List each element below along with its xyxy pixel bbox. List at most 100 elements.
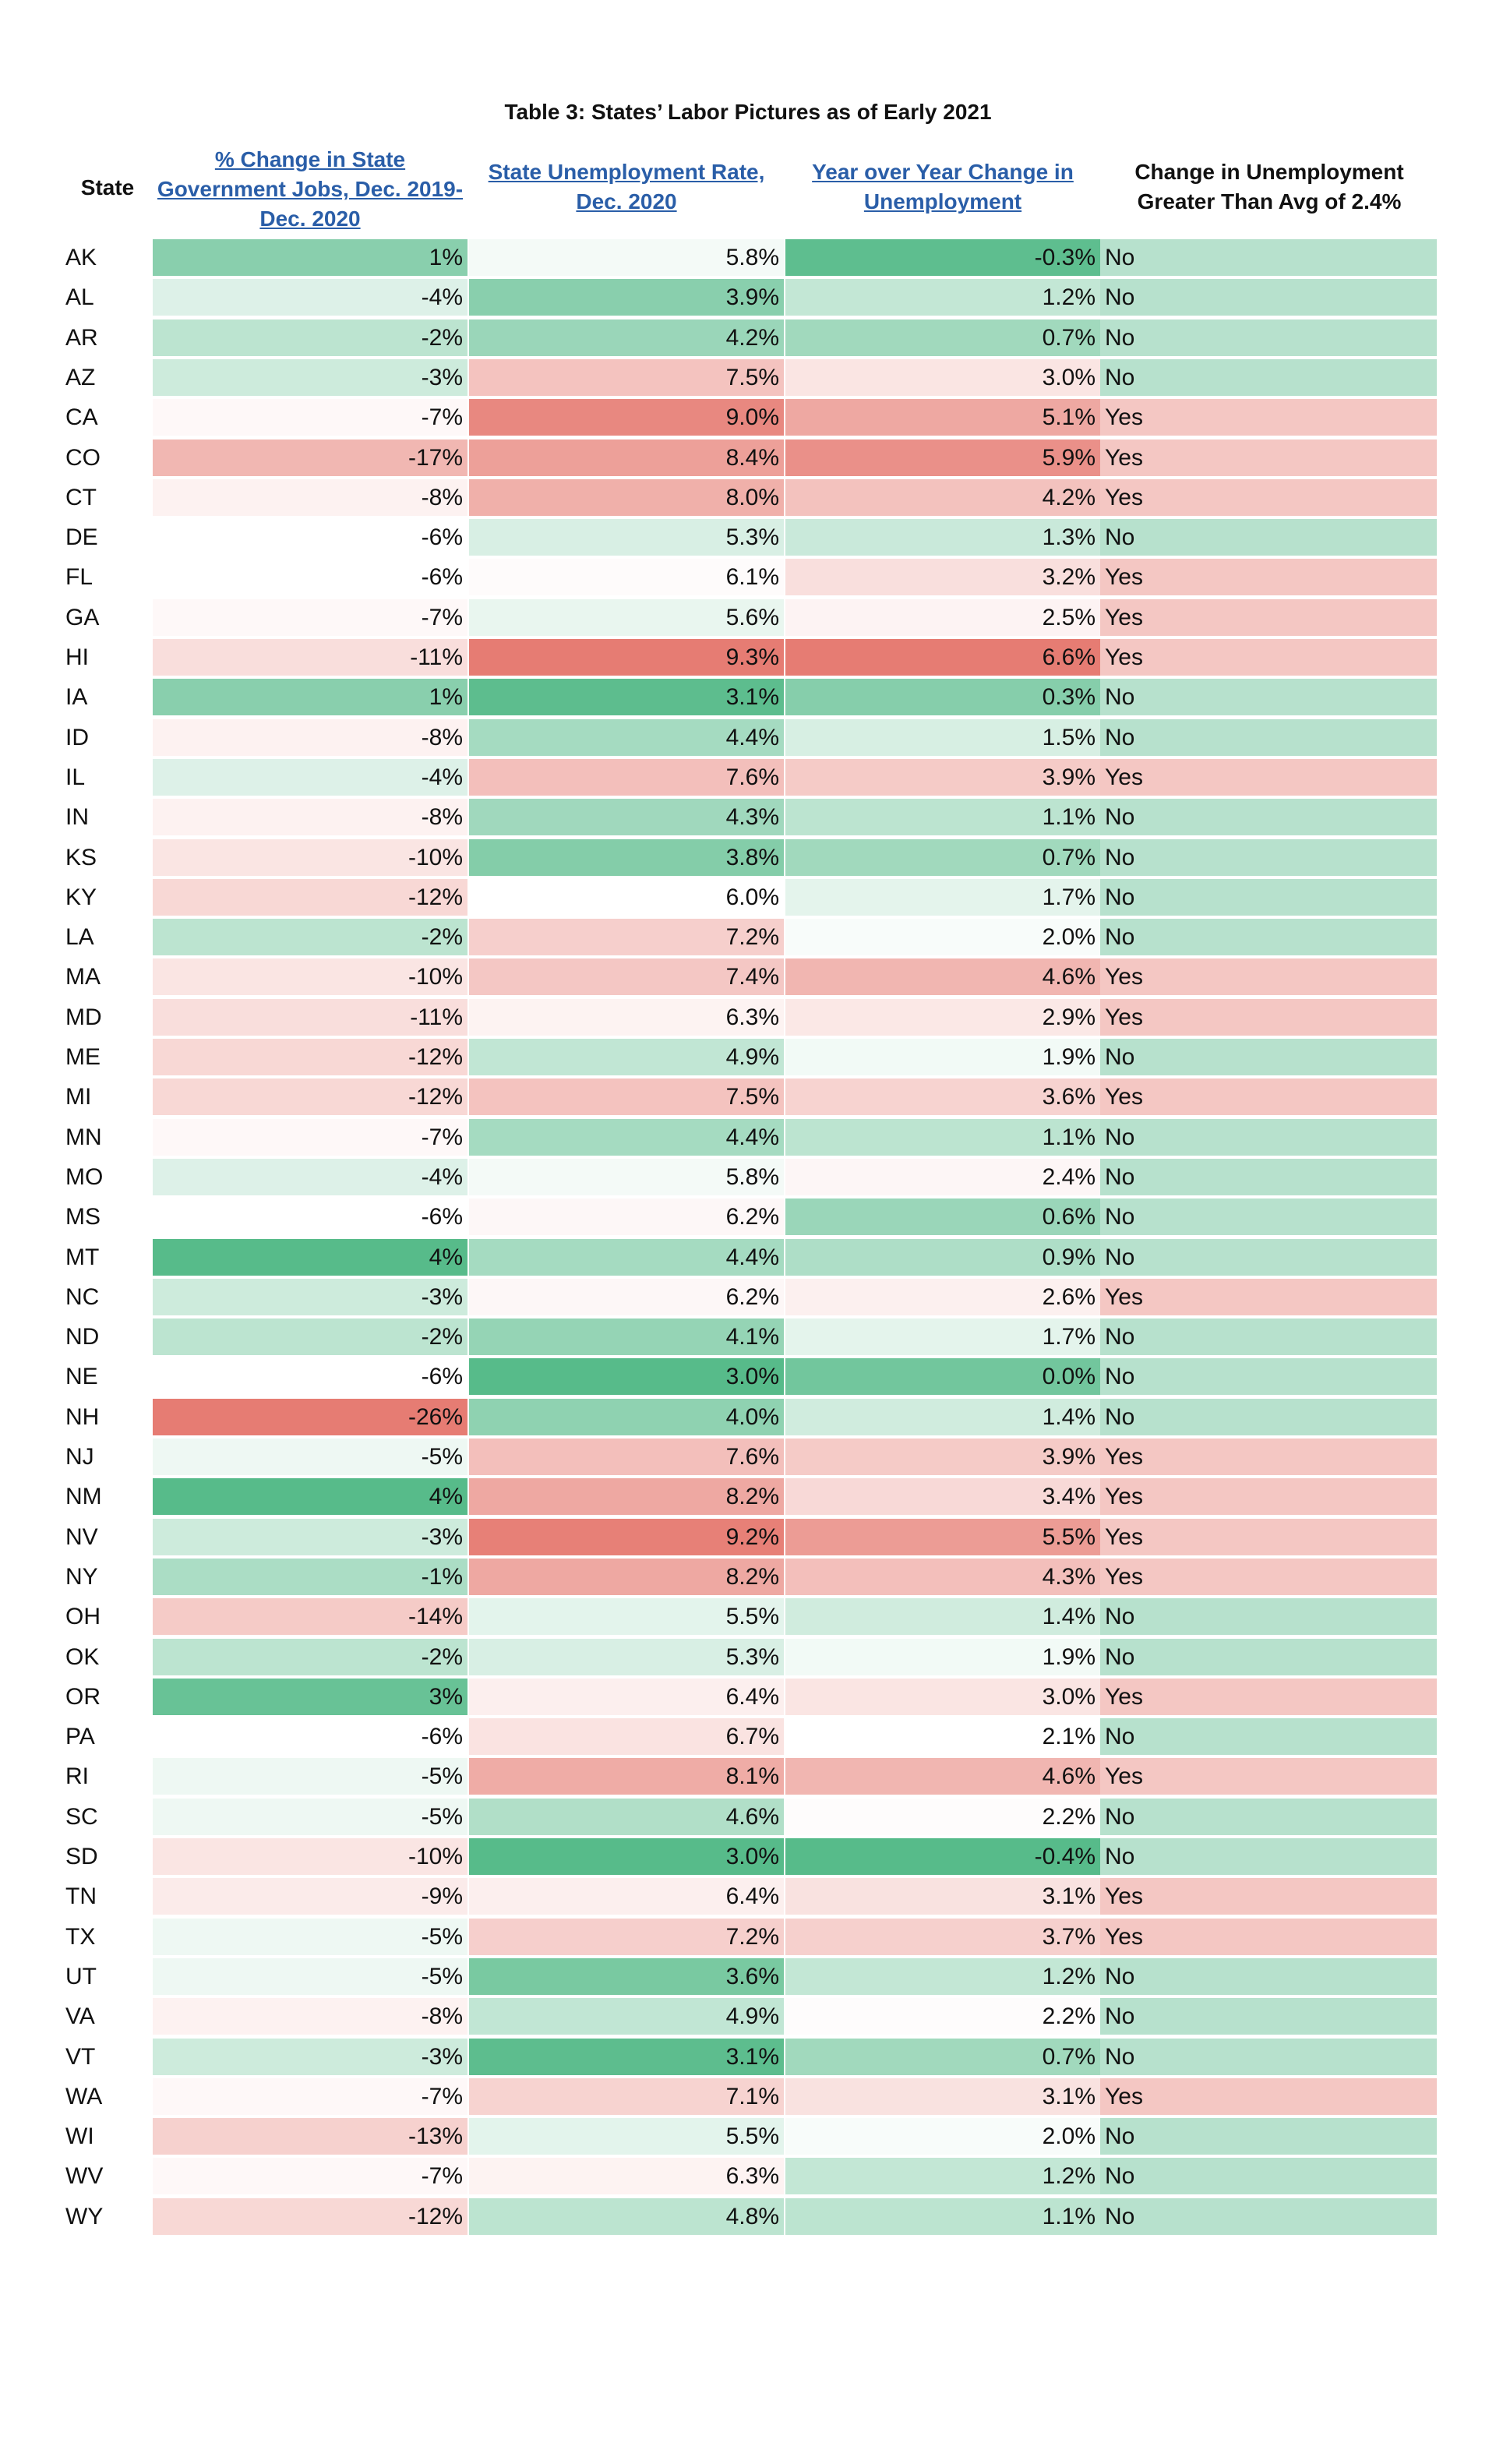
yoy-change-cell: 1.7% — [785, 1318, 1100, 1355]
yoy-change-cell: 2.6% — [785, 1279, 1100, 1315]
yoy-change-cell: 4.6% — [785, 958, 1100, 995]
unemployment-rate-cell: 4.4% — [469, 719, 784, 756]
unemployment-rate-cell: 3.1% — [469, 679, 784, 715]
state-cell: WA — [65, 2084, 103, 2109]
state-cell: MN — [65, 1124, 102, 1150]
unemployment-rate-cell: 4.4% — [469, 1239, 784, 1276]
greater-than-avg-cell: Yes — [1100, 958, 1437, 995]
greater-than-avg-cell: No — [1100, 919, 1437, 955]
gov-jobs-change-cell: -7% — [153, 399, 468, 436]
greater-than-avg-cell: No — [1100, 879, 1437, 916]
yoy-change-cell: 0.7% — [785, 839, 1100, 876]
column-header-yoy-change-link[interactable]: Year over Year Change in Unemployment — [812, 160, 1074, 214]
unemployment-rate-cell: 5.5% — [469, 2118, 784, 2155]
gov-jobs-change-cell: -3% — [153, 359, 468, 396]
unemployment-rate-cell: 7.5% — [469, 359, 784, 396]
greater-than-avg-cell: No — [1100, 2198, 1437, 2235]
state-cell: TN — [65, 1883, 97, 1909]
unemployment-rate-cell: 7.4% — [469, 958, 784, 995]
greater-than-avg-cell: No — [1100, 1119, 1437, 1156]
greater-than-avg-cell: No — [1100, 1198, 1437, 1235]
gov-jobs-change-cell: 3% — [153, 1679, 468, 1715]
greater-than-avg-cell: Yes — [1100, 1919, 1437, 1955]
unemployment-rate-cell: 4.9% — [469, 1039, 784, 1075]
gov-jobs-change-cell: -13% — [153, 2118, 468, 2155]
yoy-change-cell: 1.9% — [785, 1639, 1100, 1675]
yoy-change-cell: 3.0% — [785, 359, 1100, 396]
greater-than-avg-cell: Yes — [1100, 1478, 1437, 1515]
gov-jobs-change-cell: -6% — [153, 559, 468, 595]
state-cell: NH — [65, 1404, 100, 1430]
gov-jobs-change-cell: -6% — [153, 1198, 468, 1235]
unemployment-rate-cell: 8.2% — [469, 1559, 784, 1595]
unemployment-rate-cell: 8.1% — [469, 1758, 784, 1795]
yoy-change-cell: 2.0% — [785, 2118, 1100, 2155]
unemployment-rate-cell: 6.3% — [469, 2158, 784, 2194]
greater-than-avg-cell: Yes — [1100, 1758, 1437, 1795]
unemployment-rate-cell: 8.2% — [469, 1478, 784, 1515]
unemployment-rate-cell: 4.6% — [469, 1799, 784, 1835]
gov-jobs-change-cell: -2% — [153, 1318, 468, 1355]
state-cell: ME — [65, 1044, 101, 1070]
unemployment-rate-cell: 4.2% — [469, 319, 784, 356]
yoy-change-cell: 1.3% — [785, 519, 1100, 556]
greater-than-avg-cell: No — [1100, 359, 1437, 396]
gov-jobs-change-cell: -6% — [153, 1718, 468, 1755]
unemployment-rate-cell: 4.3% — [469, 799, 784, 835]
greater-than-avg-cell: Yes — [1100, 439, 1437, 476]
yoy-change-cell: 2.5% — [785, 599, 1100, 636]
unemployment-rate-cell: 4.8% — [469, 2198, 784, 2235]
greater-than-avg-cell: No — [1100, 319, 1437, 356]
gov-jobs-change-cell: -3% — [153, 1519, 468, 1555]
gov-jobs-change-cell: -2% — [153, 1639, 468, 1675]
state-cell: ID — [65, 725, 89, 750]
unemployment-rate-cell: 6.4% — [469, 1679, 784, 1715]
gov-jobs-change-cell: -8% — [153, 479, 468, 516]
yoy-change-cell: 3.6% — [785, 1078, 1100, 1115]
yoy-change-cell: 6.6% — [785, 639, 1100, 676]
yoy-change-cell: 3.4% — [785, 1478, 1100, 1515]
greater-than-avg-cell: Yes — [1100, 599, 1437, 636]
state-cell: MD — [65, 1004, 102, 1030]
column-header-unemployment-rate-link[interactable]: State Unemployment Rate, Dec. 2020 — [488, 160, 765, 214]
state-cell: NE — [65, 1364, 98, 1389]
yoy-change-cell: 4.6% — [785, 1758, 1100, 1795]
gov-jobs-change-cell: -4% — [153, 759, 468, 796]
greater-than-avg-cell: Yes — [1100, 1679, 1437, 1715]
unemployment-rate-cell: 9.2% — [469, 1519, 784, 1555]
unemployment-rate-cell: 3.6% — [469, 1958, 784, 1995]
state-cell: MT — [65, 1244, 100, 1270]
yoy-change-cell: 1.9% — [785, 1039, 1100, 1075]
gov-jobs-change-cell: -9% — [153, 1878, 468, 1915]
state-cell: ND — [65, 1324, 100, 1350]
unemployment-rate-cell: 3.0% — [469, 1838, 784, 1875]
unemployment-rate-cell: 7.1% — [469, 2078, 784, 2115]
greater-than-avg-cell: Yes — [1100, 1519, 1437, 1555]
greater-than-avg-cell: No — [1100, 1639, 1437, 1675]
greater-than-avg-cell: Yes — [1100, 999, 1437, 1036]
yoy-change-cell: 1.1% — [785, 799, 1100, 835]
gov-jobs-change-cell: -4% — [153, 1159, 468, 1195]
gov-jobs-change-cell: -5% — [153, 1919, 468, 1955]
gov-jobs-change-cell: -10% — [153, 1838, 468, 1875]
unemployment-rate-cell: 9.0% — [469, 399, 784, 436]
yoy-change-cell: 3.1% — [785, 2078, 1100, 2115]
state-cell: NV — [65, 1524, 98, 1550]
gov-jobs-change-cell: 4% — [153, 1478, 468, 1515]
unemployment-rate-cell: 5.8% — [469, 239, 784, 276]
column-header-gov-jobs-link[interactable]: % Change in State Government Jobs, Dec. … — [157, 147, 464, 231]
gov-jobs-change-cell: -8% — [153, 719, 468, 756]
gov-jobs-change-cell: -12% — [153, 1078, 468, 1115]
yoy-change-cell: 2.9% — [785, 999, 1100, 1036]
state-cell: KS — [65, 845, 97, 870]
table-title: Table 3: States’ Labor Pictures as of Ea… — [504, 100, 992, 124]
gov-jobs-change-cell: -7% — [153, 599, 468, 636]
gov-jobs-change-cell: -6% — [153, 1358, 468, 1395]
state-cell: WY — [65, 2204, 104, 2229]
state-cell: KY — [65, 884, 97, 910]
yoy-change-cell: 3.0% — [785, 1679, 1100, 1715]
unemployment-rate-cell: 9.3% — [469, 639, 784, 676]
greater-than-avg-cell: Yes — [1100, 759, 1437, 796]
unemployment-rate-cell: 7.6% — [469, 759, 784, 796]
state-cell: NM — [65, 1484, 102, 1509]
